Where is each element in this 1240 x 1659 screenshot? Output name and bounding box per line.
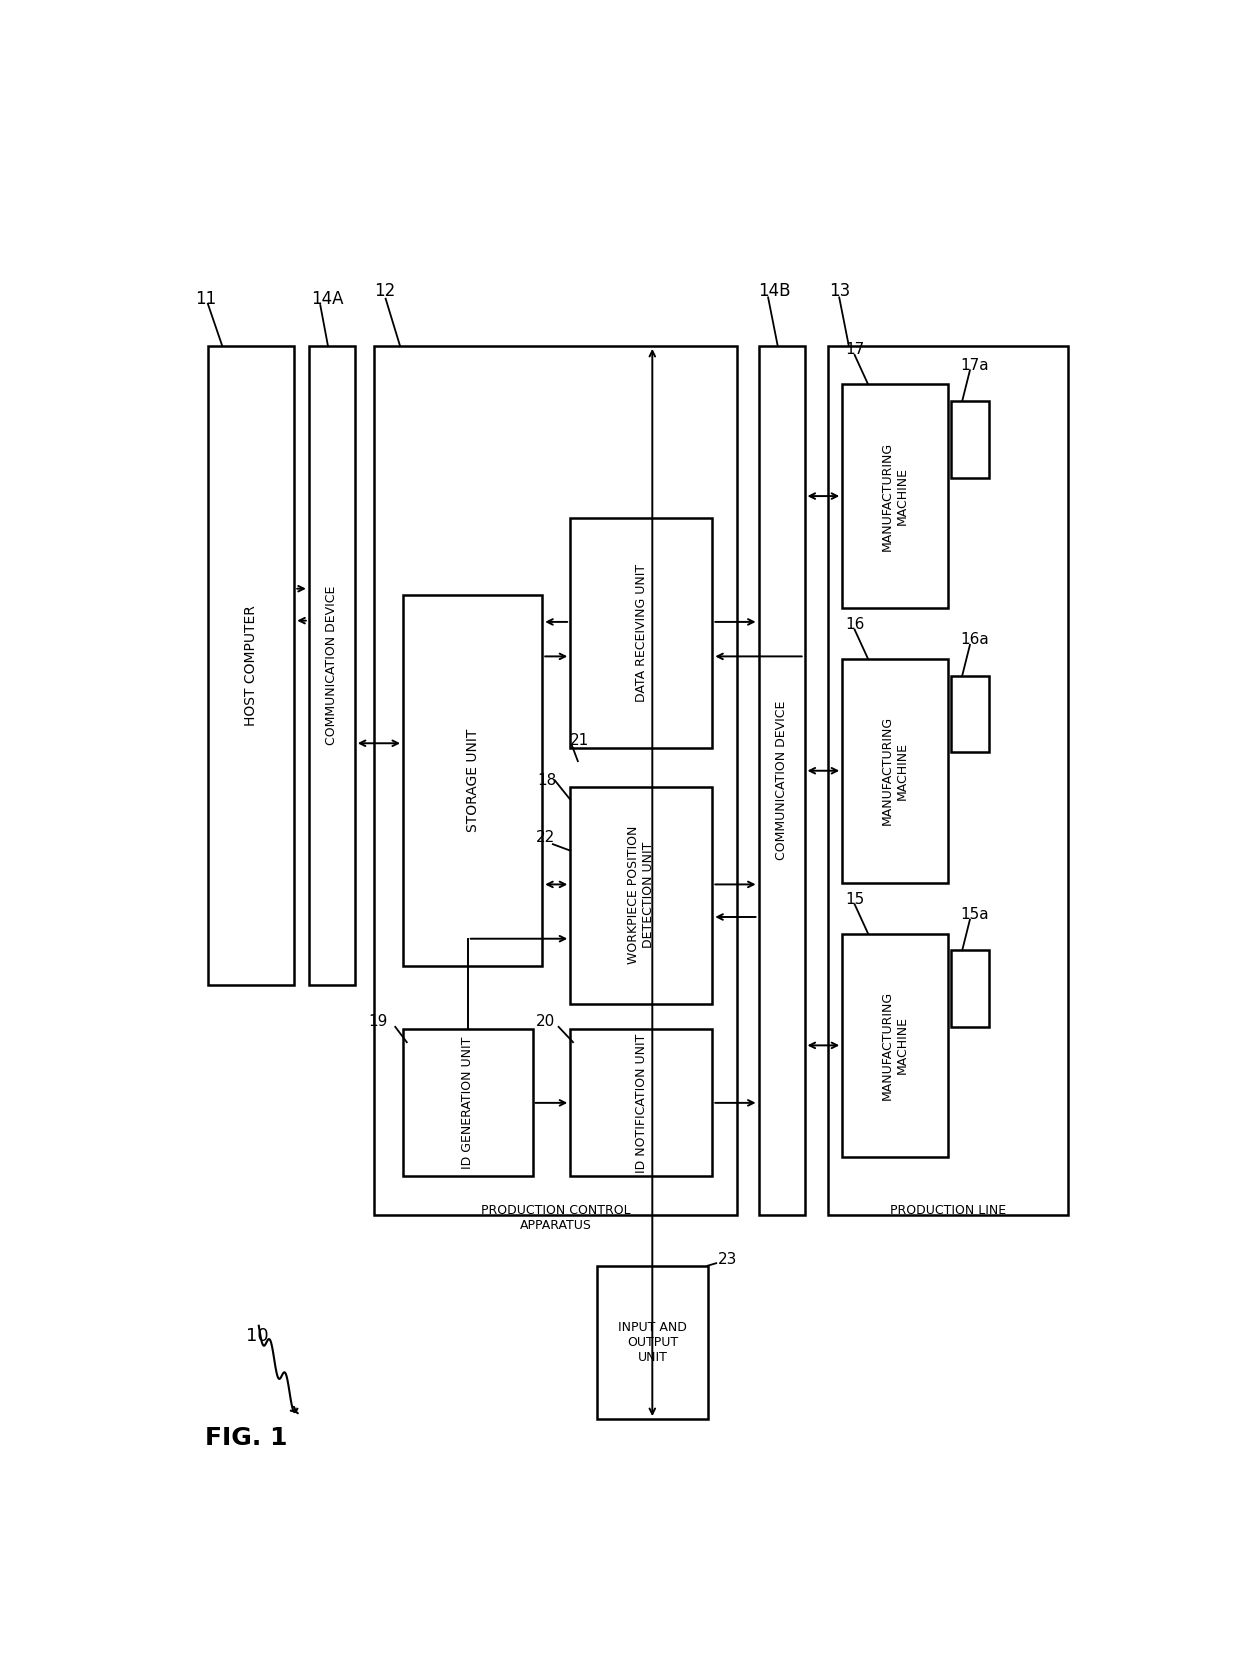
Bar: [842, 659, 947, 883]
Bar: [596, 1266, 708, 1418]
Bar: [951, 675, 990, 752]
Text: 17: 17: [844, 342, 864, 357]
Bar: [570, 518, 712, 748]
Text: MANUFACTURING
MACHINE: MANUFACTURING MACHINE: [880, 441, 909, 551]
Bar: [828, 347, 1068, 1214]
Bar: [759, 347, 805, 1214]
Text: 11: 11: [196, 290, 217, 307]
Text: MANUFACTURING
MACHINE: MANUFACTURING MACHINE: [880, 717, 909, 825]
Text: 17a: 17a: [960, 358, 990, 373]
Text: 13: 13: [830, 282, 851, 300]
Text: PRODUCTION LINE: PRODUCTION LINE: [890, 1204, 1006, 1218]
Bar: [374, 347, 738, 1214]
Text: 14A: 14A: [311, 290, 343, 307]
Bar: [570, 786, 712, 1004]
Text: COMMUNICATION DEVICE: COMMUNICATION DEVICE: [325, 586, 339, 745]
Text: 16: 16: [844, 617, 864, 632]
Text: 23: 23: [718, 1253, 738, 1267]
Text: DATA RECEIVING UNIT: DATA RECEIVING UNIT: [635, 564, 647, 702]
Bar: [570, 1029, 712, 1176]
Text: PRODUCTION CONTROL
APPARATUS: PRODUCTION CONTROL APPARATUS: [481, 1204, 631, 1233]
Text: 14B: 14B: [759, 282, 791, 300]
Bar: [951, 951, 990, 1027]
Bar: [842, 934, 947, 1158]
Text: STORAGE UNIT: STORAGE UNIT: [465, 728, 480, 833]
Text: 22: 22: [536, 830, 554, 846]
Text: 19: 19: [368, 1014, 388, 1029]
Text: 16a: 16a: [960, 632, 990, 647]
Text: 21: 21: [570, 733, 589, 748]
Text: 20: 20: [536, 1014, 554, 1029]
Text: 15: 15: [844, 891, 864, 906]
Text: 12: 12: [374, 282, 396, 300]
Bar: [208, 347, 294, 985]
Text: INPUT AND
OUTPUT
UNIT: INPUT AND OUTPUT UNIT: [618, 1321, 687, 1364]
Text: 18: 18: [537, 773, 557, 788]
Text: COMMUNICATION DEVICE: COMMUNICATION DEVICE: [775, 700, 789, 859]
Bar: [842, 385, 947, 607]
Text: 15a: 15a: [960, 907, 990, 922]
Bar: [403, 1029, 533, 1176]
Text: MANUFACTURING
MACHINE: MANUFACTURING MACHINE: [880, 990, 909, 1100]
Text: 10: 10: [247, 1327, 269, 1345]
Text: FIG. 1: FIG. 1: [205, 1427, 288, 1450]
Text: WORKPIECE POSITION
DETECTION UNIT: WORKPIECE POSITION DETECTION UNIT: [627, 826, 655, 964]
Bar: [951, 401, 990, 478]
Bar: [403, 596, 542, 966]
Text: HOST COMPUTER: HOST COMPUTER: [244, 606, 258, 725]
Text: ID GENERATION UNIT: ID GENERATION UNIT: [461, 1037, 475, 1170]
Text: ID NOTIFICATION UNIT: ID NOTIFICATION UNIT: [635, 1034, 647, 1173]
Bar: [309, 347, 355, 985]
